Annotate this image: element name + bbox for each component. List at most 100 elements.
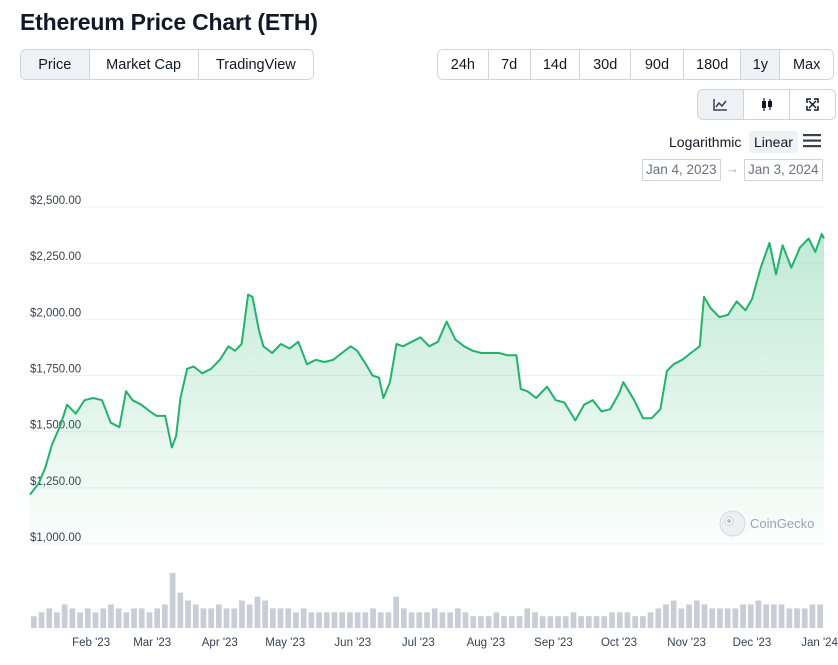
price-line (29, 233, 825, 496)
tab-tradingview[interactable]: TradingView (198, 50, 313, 79)
volume-bar (809, 604, 816, 628)
chart-mode-group (697, 89, 836, 120)
scale-linear[interactable]: Linear (749, 131, 798, 153)
volume-bar (138, 608, 145, 628)
x-tick-label: Sep '23 (534, 637, 573, 649)
volume-bar (601, 616, 608, 628)
price-area (30, 234, 824, 544)
range-180d[interactable]: 180d (683, 50, 742, 79)
volume-bar (747, 604, 754, 628)
volume-bar (794, 608, 800, 628)
volume-bar (724, 608, 731, 628)
volume-bar (347, 612, 353, 628)
candlestick-button[interactable] (744, 90, 790, 119)
volume-bar (424, 612, 430, 628)
volume-bar (262, 600, 268, 628)
x-tick-label: Feb '23 (72, 637, 110, 649)
volume-bar (38, 612, 45, 628)
volume-bar (416, 612, 423, 628)
range-90d[interactable]: 90d (631, 50, 684, 79)
volume-bar (801, 608, 808, 628)
volume-bar (370, 608, 376, 628)
volume-bar (632, 616, 638, 628)
volume-bar (555, 616, 561, 628)
page-title: Ethereum Price Chart (ETH) (20, 9, 318, 35)
date-from-input[interactable]: Jan 4, 2023 (642, 159, 721, 181)
y-tick-label: $2,000.00 (30, 307, 81, 319)
volume-bar (547, 616, 554, 628)
volume-bar (786, 608, 793, 628)
volume-bar (208, 608, 214, 628)
volume-bar (223, 608, 230, 628)
volume-bar (323, 612, 330, 628)
range-max[interactable]: Max (780, 50, 833, 79)
volume-bar (231, 608, 238, 628)
y-tick-label: $2,250.00 (30, 251, 81, 263)
volume-bar (46, 608, 53, 628)
scale-logarithmic[interactable]: Logarithmic (669, 134, 742, 150)
line-chart-icon (713, 99, 727, 111)
volume-bar (655, 608, 662, 628)
x-tick-label: May '23 (265, 637, 305, 649)
volume-bars (31, 573, 823, 628)
range-7d[interactable]: 7d (488, 50, 531, 79)
fullscreen-icon (806, 98, 819, 111)
volume-bar (578, 616, 584, 628)
y-tick-label: $1,750.00 (30, 364, 81, 376)
range-14d[interactable]: 14d (530, 50, 581, 79)
menu-icon[interactable] (803, 134, 821, 148)
volume-bar (732, 608, 739, 628)
volume-bar (493, 612, 500, 628)
volume-bar (300, 608, 307, 628)
fullscreen-button[interactable] (790, 90, 835, 119)
volume-bar (377, 612, 384, 628)
view-tabs: Price Market Cap TradingView (20, 49, 314, 80)
volume-bar (817, 604, 823, 628)
candlestick-icon (761, 98, 772, 111)
volume-bar (362, 612, 369, 628)
range-1y[interactable]: 1y (741, 50, 781, 79)
tab-price[interactable]: Price (21, 50, 90, 79)
volume-bar (239, 600, 245, 628)
volume-bar (169, 573, 176, 628)
volume-bar (77, 612, 83, 628)
x-tick-label: Nov '23 (667, 637, 706, 649)
volume-bar (131, 608, 137, 628)
volume-bar (539, 616, 546, 628)
volume-bar (609, 612, 615, 628)
volume-bar (385, 612, 392, 628)
x-tick-label: Jan '24 (801, 637, 838, 649)
volume-bar (61, 604, 68, 628)
volume-bar (740, 604, 746, 628)
x-tick-label: Dec '23 (733, 637, 772, 649)
range-tabs: 24h 7d 14d 30d 90d 180d 1y Max (437, 49, 834, 80)
x-axis: Feb '23 Mar '23 Apr '23 May '23 Jun '23 Jul '… (72, 637, 838, 649)
volume-bar (316, 612, 322, 628)
volume-bar (293, 612, 299, 628)
volume-bar (717, 608, 723, 628)
date-to-input[interactable]: Jan 3, 2024 (744, 159, 823, 181)
volume-bar (246, 604, 253, 628)
volume-bar (686, 604, 692, 628)
range-30d[interactable]: 30d (580, 50, 632, 79)
volume-bar (154, 608, 160, 628)
volume-bar (401, 608, 407, 628)
line-chart-button[interactable] (698, 90, 744, 119)
tab-market-cap[interactable]: Market Cap (89, 50, 199, 79)
watermark-text: CoinGecko (750, 516, 815, 531)
volume-bar (431, 608, 438, 628)
volume-bar (185, 600, 191, 628)
x-tick-label: Jun '23 (334, 637, 371, 649)
volume-bar (108, 604, 114, 628)
volume-bar (216, 604, 222, 628)
volume-bar (616, 612, 623, 628)
x-tick-label: Apr '23 (202, 637, 238, 649)
volume-bar (254, 596, 261, 628)
volume-bar (701, 604, 708, 628)
volume-bar (532, 612, 538, 628)
volume-bar (177, 592, 184, 628)
volume-bar (485, 616, 492, 628)
volume-bar (447, 612, 453, 628)
volume-bar (146, 612, 153, 628)
range-24h[interactable]: 24h (438, 50, 489, 79)
